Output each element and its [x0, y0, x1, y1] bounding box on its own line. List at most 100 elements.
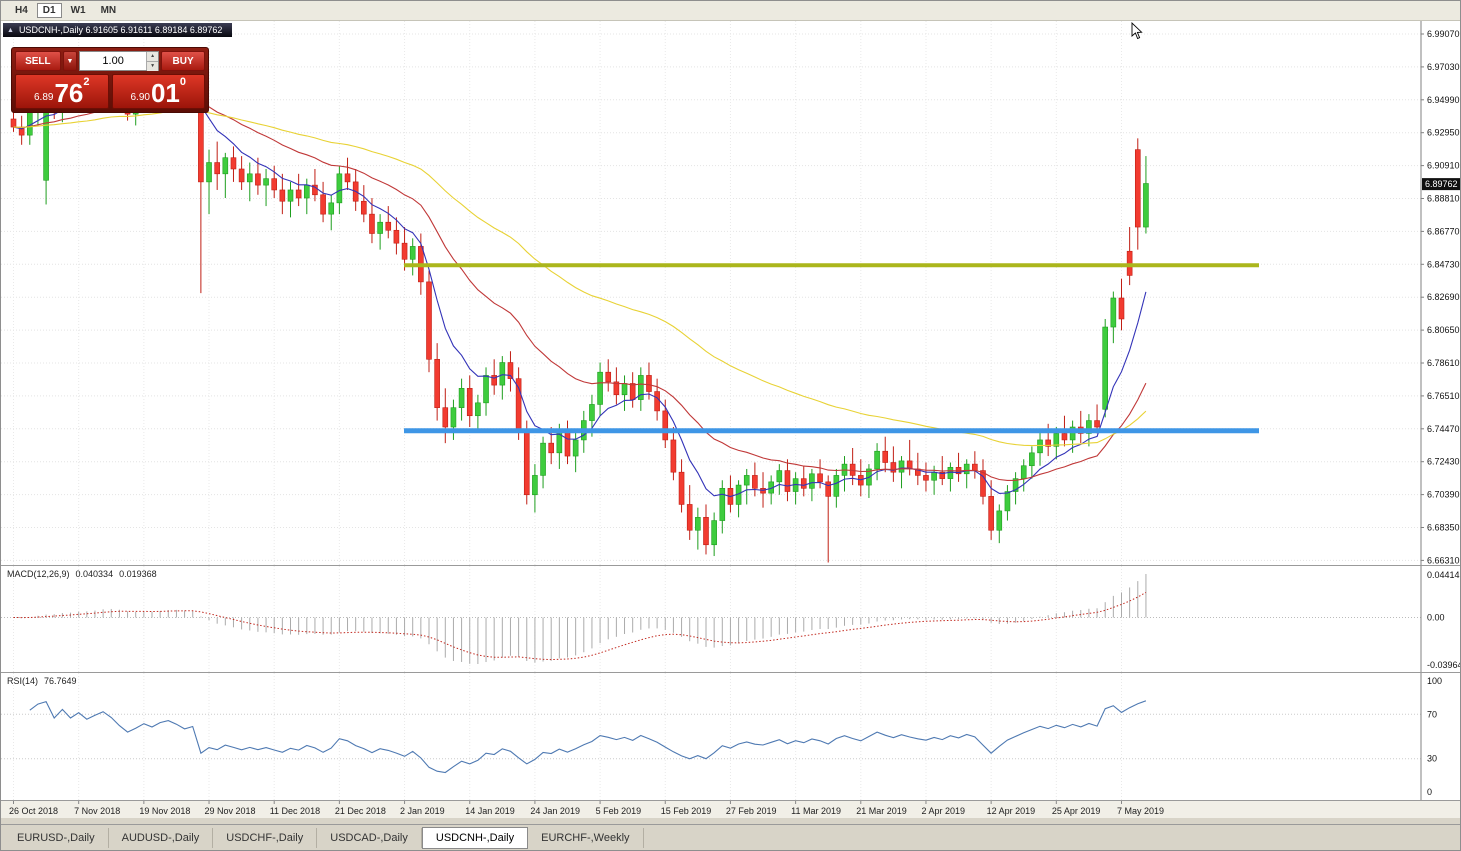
svg-text:12 Apr 2019: 12 Apr 2019 [987, 806, 1036, 816]
svg-text:26 Oct 2018: 26 Oct 2018 [9, 806, 58, 816]
one-click-trading-panel: SELL ▼ ▲ ▼ BUY 6.89762 [11, 47, 209, 113]
ma-60-line [13, 108, 1147, 447]
chevron-down-icon: ▼ [66, 57, 74, 65]
timeframe-mn-button[interactable]: MN [95, 3, 123, 18]
volume-decrease-button[interactable]: ▼ [147, 62, 159, 71]
rsi-value: 76.7649 [44, 676, 77, 686]
current-price-tag: 6.89762 [1422, 178, 1460, 191]
buy-price-sup: 0 [179, 76, 186, 88]
timeframe-toolbar: H4 D1 W1 MN [1, 1, 1460, 21]
svg-text:11 Dec 2018: 11 Dec 2018 [270, 806, 320, 816]
sell-price-panel[interactable]: 6.89 76 2 [15, 74, 109, 109]
rsi-label: RSI(14) 76.7649 [7, 676, 77, 686]
trade-prices-row: 6.89 76 2 6.90 01 0 [15, 74, 205, 109]
svg-text:0.00: 0.00 [1427, 612, 1445, 622]
tab-usdcnh-daily[interactable]: USDCNH-,Daily [421, 826, 529, 849]
svg-text:6.78610: 6.78610 [1427, 358, 1460, 368]
macd-value-1: 0.040334 [75, 569, 114, 579]
main-chart-panel: 6.99070 6.97030 6.94990 6.92950 6.90910 6.888… [1, 21, 1460, 565]
svg-text:19 Nov 2018: 19 Nov 2018 [139, 806, 190, 816]
svg-text:6.88810: 6.88810 [1427, 194, 1460, 204]
svg-text:6.74470: 6.74470 [1427, 424, 1460, 434]
svg-text:6.68350: 6.68350 [1427, 523, 1460, 533]
svg-text:27 Feb 2019: 27 Feb 2019 [726, 806, 777, 816]
ma-25-line [13, 95, 1147, 481]
svg-text:11 Mar 2019: 11 Mar 2019 [791, 806, 841, 816]
sell-price-small: 6.89 [33, 92, 54, 103]
svg-text:6.89762: 6.89762 [1425, 179, 1458, 189]
svg-text:6.94990: 6.94990 [1427, 95, 1460, 105]
volume-field: ▲ ▼ [79, 51, 160, 71]
svg-text:6.99070: 6.99070 [1427, 29, 1460, 39]
date-axis[interactable]: 26 Oct 2018 7 Nov 2018 19 Nov 2018 29 Nov 2… [1, 800, 1460, 818]
svg-text:6.86770: 6.86770 [1427, 226, 1460, 236]
volume-input[interactable] [80, 52, 147, 70]
svg-text:24 Jan 2019: 24 Jan 2019 [530, 806, 580, 816]
mouse-cursor [1131, 21, 1143, 40]
svg-text:6.76510: 6.76510 [1427, 391, 1460, 401]
collapse-triangle-icon: ▲ [7, 26, 14, 34]
svg-text:2 Jan 2019: 2 Jan 2019 [400, 806, 445, 816]
macd-name: MACD(12,26,9) [7, 569, 70, 579]
svg-text:6.70390: 6.70390 [1427, 490, 1460, 500]
svg-text:21 Dec 2018: 21 Dec 2018 [335, 806, 386, 816]
timeframe-w1-button[interactable]: W1 [65, 3, 92, 18]
svg-text:6.80650: 6.80650 [1427, 325, 1460, 335]
volume-increase-button[interactable]: ▲ [147, 52, 159, 62]
buy-price-small: 6.90 [130, 92, 150, 103]
buy-button[interactable]: BUY [161, 51, 205, 71]
svg-text:30: 30 [1427, 754, 1437, 764]
timeframe-h4-button[interactable]: H4 [9, 3, 34, 18]
candlestick-series [10, 54, 1149, 563]
sell-price-big: 76 [54, 78, 84, 108]
macd-canvas[interactable]: 0.04414 0.00 -0.03964 [1, 566, 1460, 672]
svg-text:6.72430: 6.72430 [1427, 457, 1460, 467]
buy-price-panel[interactable]: 6.90 01 0 [111, 74, 205, 109]
macd-histogram [21, 574, 1147, 664]
svg-text:6.90910: 6.90910 [1427, 161, 1460, 171]
date-axis-canvas: 26 Oct 2018 7 Nov 2018 19 Nov 2018 29 Nov 2… [9, 801, 1164, 816]
svg-text:6.66310: 6.66310 [1427, 555, 1460, 565]
chart-window-title: ▲ USDCNH-,Daily 6.91605 6.91611 6.89184 … [3, 23, 233, 37]
tab-eurusd-daily[interactable]: EURUSD-,Daily [4, 827, 109, 848]
svg-text:25 Apr 2019: 25 Apr 2019 [1052, 806, 1101, 816]
svg-text:21 Mar 2019: 21 Mar 2019 [856, 806, 907, 816]
sell-button[interactable]: SELL [15, 51, 61, 71]
panel-splitter[interactable] [1, 565, 1460, 566]
macd-panel: 0.04414 0.00 -0.03964 MACD(12,26,9) 0.0403… [1, 566, 1460, 672]
rsi-name: RSI(14) [7, 676, 39, 686]
tab-usdchf-daily[interactable]: USDCHF-,Daily [213, 827, 318, 848]
tab-eurchf-weekly[interactable]: EURCHF-,Weekly [528, 827, 644, 848]
rsi-canvas[interactable]: 100 70 30 0 [1, 673, 1460, 800]
svg-text:0: 0 [1427, 787, 1432, 797]
panel-splitter[interactable] [1, 672, 1460, 673]
tab-usdcad-daily[interactable]: USDCAD-,Daily [317, 827, 422, 848]
tab-audusd-daily[interactable]: AUDUSD-,Daily [109, 827, 214, 848]
macd-signal-line [13, 591, 1147, 661]
svg-text:14 Jan 2019: 14 Jan 2019 [465, 806, 515, 816]
volume-dropdown-button[interactable]: ▼ [62, 51, 78, 71]
svg-text:29 Nov 2018: 29 Nov 2018 [205, 806, 256, 816]
svg-text:6.84730: 6.84730 [1427, 259, 1460, 269]
svg-text:7 May 2019: 7 May 2019 [1117, 806, 1164, 816]
svg-text:2 Apr 2019: 2 Apr 2019 [921, 806, 965, 816]
svg-text:100: 100 [1427, 676, 1442, 686]
rsi-panel: 100 70 30 0 RSI(14) 76.7649 [1, 673, 1460, 800]
macd-label: MACD(12,26,9) 0.040334 0.019368 [7, 569, 157, 579]
sell-price-sup: 2 [83, 76, 90, 88]
main-chart-canvas[interactable]: 6.99070 6.97030 6.94990 6.92950 6.90910 6.888… [1, 21, 1460, 565]
trade-controls-row: SELL ▼ ▲ ▼ BUY [15, 51, 205, 71]
chart-tab-bar: EURUSD-,Daily AUDUSD-,Daily USDCHF-,Daily U… [1, 824, 1460, 850]
svg-text:70: 70 [1427, 709, 1437, 719]
timeframe-d1-button[interactable]: D1 [36, 3, 62, 18]
volume-spinner: ▲ ▼ [146, 52, 159, 71]
svg-text:6.92950: 6.92950 [1427, 128, 1460, 138]
svg-text:-0.03964: -0.03964 [1427, 660, 1460, 670]
svg-text:15 Feb 2019: 15 Feb 2019 [661, 806, 712, 816]
macd-value-2: 0.019368 [119, 569, 157, 579]
chart-title-text: USDCNH-,Daily 6.91605 6.91611 6.89184 6.… [18, 25, 223, 35]
svg-text:6.82690: 6.82690 [1427, 292, 1460, 302]
svg-text:0.04414: 0.04414 [1427, 570, 1460, 580]
grid [1, 21, 1421, 565]
svg-text:7 Nov 2018: 7 Nov 2018 [74, 806, 120, 816]
